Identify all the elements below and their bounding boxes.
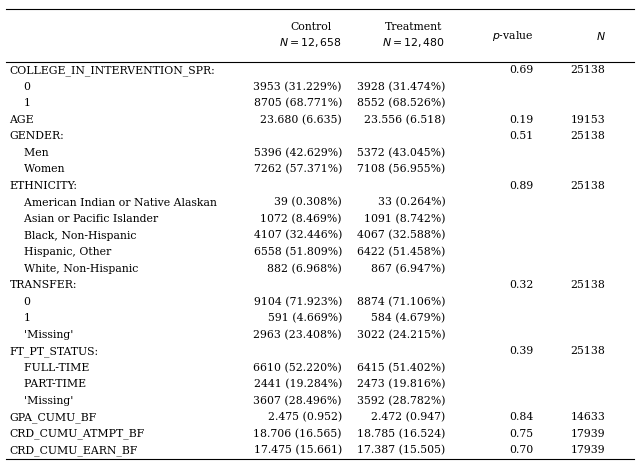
Text: 8705 (68.771%): 8705 (68.771%) [253, 98, 342, 109]
Text: GPA_CUMU_BF: GPA_CUMU_BF [10, 412, 97, 423]
Text: 17.475 (15.661): 17.475 (15.661) [253, 446, 342, 456]
Text: $N$: $N$ [596, 29, 605, 42]
Text: 25138: 25138 [570, 346, 605, 356]
Text: 18.706 (16.565): 18.706 (16.565) [253, 429, 342, 439]
Text: 0.75: 0.75 [509, 429, 533, 439]
Text: Black, Non-Hispanic: Black, Non-Hispanic [10, 231, 136, 241]
Text: 5372 (43.045%): 5372 (43.045%) [357, 148, 445, 158]
Text: 0: 0 [10, 297, 31, 307]
Text: Hispanic, Other: Hispanic, Other [10, 247, 111, 257]
Text: Women: Women [10, 164, 64, 175]
Text: ETHNICITY:: ETHNICITY: [10, 181, 77, 191]
Text: 3607 (28.496%): 3607 (28.496%) [253, 396, 342, 406]
Text: FT_PT_STATUS:: FT_PT_STATUS: [10, 346, 99, 357]
Text: 7262 (57.371%): 7262 (57.371%) [253, 164, 342, 175]
Text: 5396 (42.629%): 5396 (42.629%) [253, 148, 342, 158]
Text: White, Non-Hispanic: White, Non-Hispanic [10, 263, 138, 274]
Text: 0.89: 0.89 [509, 181, 533, 191]
Text: 591 (4.669%): 591 (4.669%) [268, 313, 342, 323]
Text: 0.70: 0.70 [509, 446, 533, 455]
Text: 25138: 25138 [570, 181, 605, 191]
Text: Asian or Pacific Islander: Asian or Pacific Islander [10, 214, 157, 224]
Text: 1072 (8.469%): 1072 (8.469%) [260, 214, 342, 224]
Text: 2473 (19.816%): 2473 (19.816%) [357, 379, 445, 389]
Text: 33 (0.264%): 33 (0.264%) [378, 197, 445, 208]
Text: GENDER:: GENDER: [10, 132, 64, 141]
Text: 6422 (51.458%): 6422 (51.458%) [357, 247, 445, 257]
Text: 'Missing': 'Missing' [10, 396, 73, 406]
Text: 1091 (8.742%): 1091 (8.742%) [364, 214, 445, 224]
Text: 17939: 17939 [571, 429, 605, 439]
Text: 4107 (32.446%): 4107 (32.446%) [253, 230, 342, 241]
Text: American Indian or Native Alaskan: American Indian or Native Alaskan [10, 197, 216, 207]
Text: 2441 (19.284%): 2441 (19.284%) [253, 379, 342, 389]
Text: 0.51: 0.51 [509, 132, 533, 141]
Text: 23.556 (6.518): 23.556 (6.518) [364, 115, 445, 125]
Text: 14633: 14633 [570, 412, 605, 423]
Text: PART-TIME: PART-TIME [10, 380, 86, 389]
Text: 9104 (71.923%): 9104 (71.923%) [253, 297, 342, 307]
Text: 3953 (31.229%): 3953 (31.229%) [253, 81, 342, 92]
Text: 25138: 25138 [570, 280, 605, 290]
Text: 0.84: 0.84 [509, 412, 533, 423]
Text: $p$-value: $p$-value [492, 29, 533, 43]
Text: 0.69: 0.69 [509, 65, 533, 75]
Text: 2.475 (0.952): 2.475 (0.952) [268, 412, 342, 423]
Text: 584 (4.679%): 584 (4.679%) [371, 313, 445, 323]
Text: AGE: AGE [10, 115, 34, 125]
Text: 17.387 (15.505): 17.387 (15.505) [357, 446, 445, 456]
Text: 1: 1 [10, 98, 31, 108]
Text: 25138: 25138 [570, 65, 605, 75]
Text: 25138: 25138 [570, 132, 605, 141]
Text: 2963 (23.408%): 2963 (23.408%) [253, 329, 342, 340]
Text: 4067 (32.588%): 4067 (32.588%) [357, 230, 445, 241]
Text: Men: Men [10, 148, 48, 158]
Text: COLLEGE_IN_INTERVENTION_SPR:: COLLEGE_IN_INTERVENTION_SPR: [10, 65, 215, 76]
Text: 3928 (31.474%): 3928 (31.474%) [357, 81, 445, 92]
Text: 1: 1 [10, 313, 31, 323]
Text: 7108 (56.955%): 7108 (56.955%) [357, 164, 445, 175]
Text: 6415 (51.402%): 6415 (51.402%) [357, 363, 445, 373]
Text: Control
$N = 12,658$: Control $N = 12,658$ [279, 22, 342, 49]
Text: 882 (6.968%): 882 (6.968%) [268, 263, 342, 274]
Text: 0.32: 0.32 [509, 280, 533, 290]
Text: 6558 (51.809%): 6558 (51.809%) [253, 247, 342, 257]
Text: 3592 (28.782%): 3592 (28.782%) [357, 396, 445, 406]
Text: 'Missing': 'Missing' [10, 330, 73, 340]
Text: 867 (6.947%): 867 (6.947%) [371, 263, 445, 274]
Text: Treatment
$N = 12,480$: Treatment $N = 12,480$ [383, 22, 445, 49]
Text: 6610 (52.220%): 6610 (52.220%) [253, 363, 342, 373]
Text: 0.39: 0.39 [509, 346, 533, 356]
Text: 8552 (68.526%): 8552 (68.526%) [357, 98, 445, 109]
Text: 2.472 (0.947): 2.472 (0.947) [371, 412, 445, 423]
Text: 18.785 (16.524): 18.785 (16.524) [357, 429, 445, 439]
Text: 0.19: 0.19 [509, 115, 533, 125]
Text: TRANSFER:: TRANSFER: [10, 280, 77, 290]
Text: FULL-TIME: FULL-TIME [10, 363, 89, 373]
Text: 3022 (24.215%): 3022 (24.215%) [357, 329, 445, 340]
Text: 0: 0 [10, 82, 31, 92]
Text: 39 (0.308%): 39 (0.308%) [274, 197, 342, 208]
Text: 17939: 17939 [571, 446, 605, 455]
Text: CRD_CUMU_EARN_BF: CRD_CUMU_EARN_BF [10, 445, 138, 456]
Text: 19153: 19153 [571, 115, 605, 125]
Text: 8874 (71.106%): 8874 (71.106%) [357, 297, 445, 307]
Text: CRD_CUMU_ATMPT_BF: CRD_CUMU_ATMPT_BF [10, 429, 145, 439]
Text: 23.680 (6.635): 23.680 (6.635) [260, 115, 342, 125]
